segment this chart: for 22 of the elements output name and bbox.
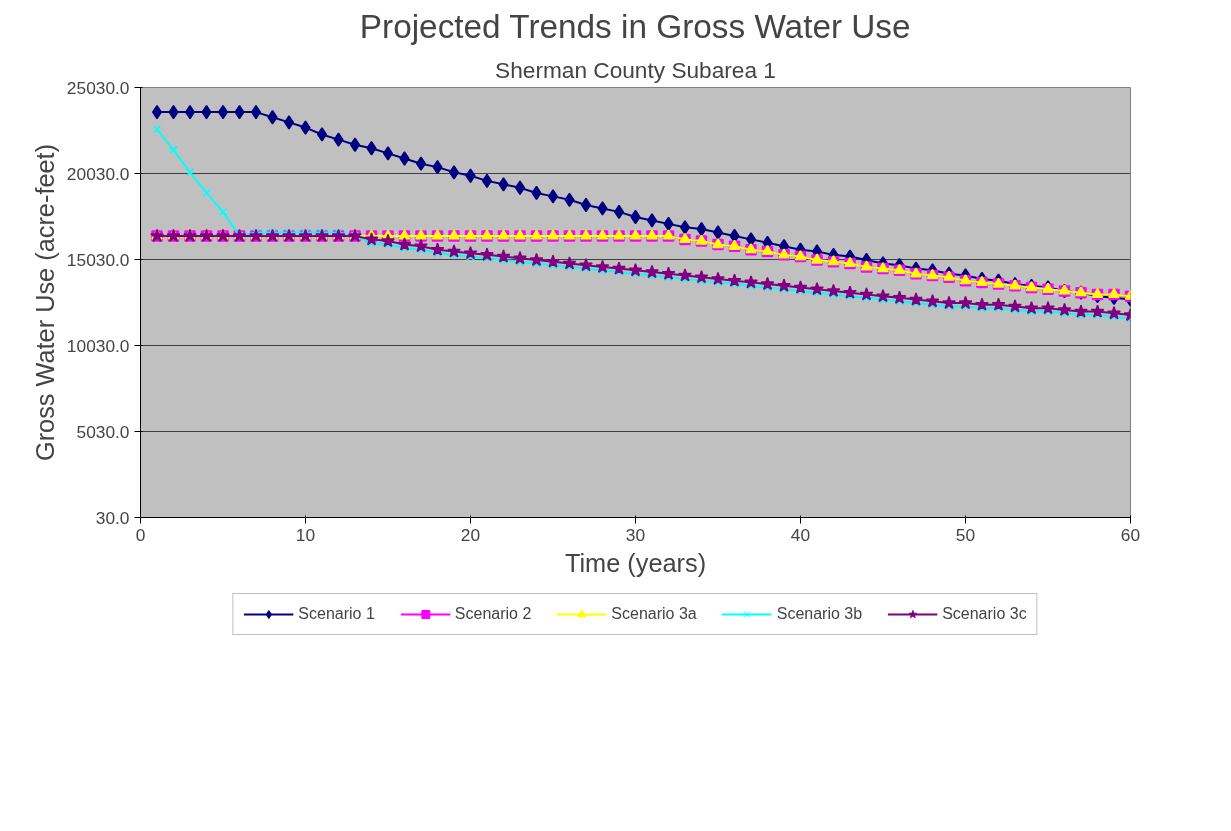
x-tick-label: 10 xyxy=(295,524,316,545)
x-tick-label: 0 xyxy=(135,524,146,545)
legend-label: Scenario 2 xyxy=(454,605,532,623)
chart-title: Projected Trends in Gross Water Use xyxy=(359,7,911,45)
legend-label: Scenario 1 xyxy=(298,605,375,623)
legend-label: Scenario 3b xyxy=(776,605,863,623)
y-axis-title: Gross Water Use (acre-feet) xyxy=(30,143,59,462)
x-tick-label: 60 xyxy=(1120,524,1141,545)
x-tick-label: 50 xyxy=(955,524,976,545)
x-axis-title: Time (years) xyxy=(564,548,707,577)
x-tick-label: 30 xyxy=(625,524,646,545)
y-tick-label: 25030.0 xyxy=(66,77,130,98)
y-tick-label: 20030.0 xyxy=(66,163,130,184)
legend-label: Scenario 3c xyxy=(942,605,1027,623)
x-tick-label: 40 xyxy=(790,524,811,545)
y-tick-label: 10030.0 xyxy=(66,335,130,356)
x-tick-label: 20 xyxy=(460,524,481,545)
legend-label: Scenario 3a xyxy=(611,605,697,623)
y-tick-label: 15030.0 xyxy=(66,249,130,270)
y-tick-label: 5030.0 xyxy=(76,421,130,442)
y-tick-label: 30.0 xyxy=(95,507,130,528)
chart-subtitle: Sherman County Subarea 1 xyxy=(495,56,776,83)
